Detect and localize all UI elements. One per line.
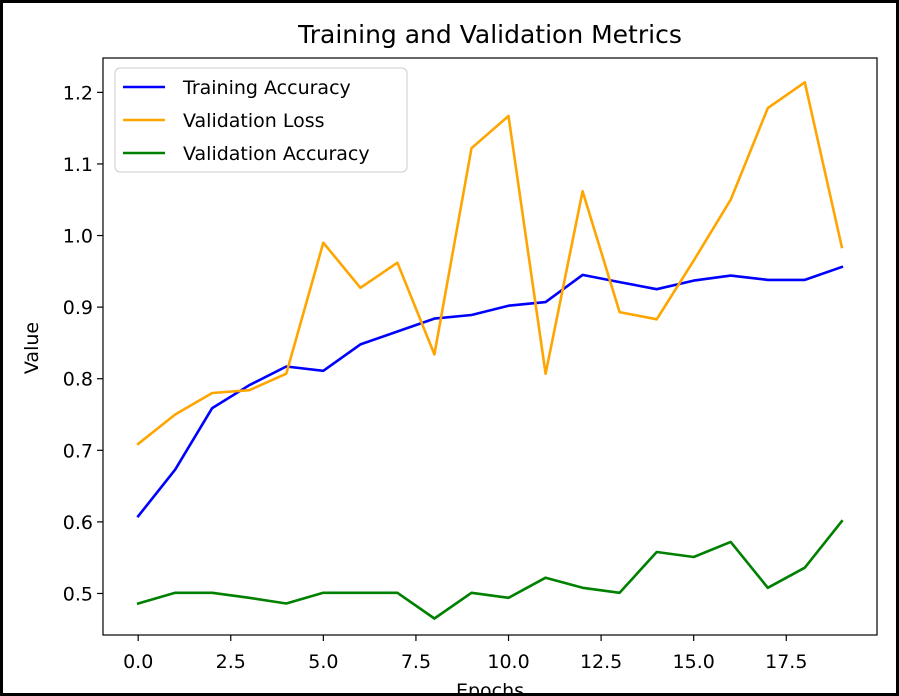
legend-label-validation-accuracy: Validation Accuracy bbox=[183, 143, 370, 165]
y-tick-label: 0.7 bbox=[63, 440, 93, 462]
x-tick-label: 2.5 bbox=[216, 651, 246, 673]
x-tick-label: 12.5 bbox=[580, 651, 622, 673]
legend: Training Accuracy Validation Loss Validati… bbox=[114, 67, 408, 173]
x-tick-label: 17.5 bbox=[765, 651, 807, 673]
x-tick-label: 7.5 bbox=[401, 651, 431, 673]
plot-area-border bbox=[102, 57, 878, 636]
legend-box bbox=[114, 67, 408, 173]
legend-entries: Training Accuracy Validation Loss Validati… bbox=[123, 77, 370, 165]
series-line-training-accuracy bbox=[136, 265, 844, 519]
y-tick-label: 1.1 bbox=[63, 154, 93, 176]
x-axis-label: Epochs bbox=[456, 680, 524, 696]
legend-label-validation-loss: Validation Loss bbox=[183, 110, 325, 132]
legend-label-training-accuracy: Training Accuracy bbox=[182, 77, 351, 99]
chart-title: Training and Validation Metrics bbox=[297, 20, 682, 49]
y-tick-label: 1.0 bbox=[63, 226, 93, 248]
y-tick-label: 0.8 bbox=[63, 369, 93, 391]
y-axis-label: Value bbox=[21, 322, 43, 374]
series-line-validation-accuracy bbox=[136, 519, 844, 620]
y-tick-label: 0.6 bbox=[63, 512, 93, 534]
x-tick-label: 0.0 bbox=[123, 651, 153, 673]
y-axis: 0.5 0.6 0.7 0.8 0.9 1.0 1.1 1.2 bbox=[63, 82, 103, 605]
y-tick-label: 0.5 bbox=[63, 583, 93, 605]
series-lines bbox=[136, 81, 844, 620]
y-tick-label: 0.9 bbox=[63, 297, 93, 319]
x-axis: 0.0 2.5 5.0 7.5 10.0 12.5 15.0 17.5 bbox=[123, 635, 807, 673]
x-tick-label: 5.0 bbox=[308, 651, 338, 673]
y-tick-label: 1.2 bbox=[63, 82, 93, 104]
x-tick-label: 10.0 bbox=[487, 651, 529, 673]
x-tick-label: 15.0 bbox=[673, 651, 715, 673]
series-line-validation-loss bbox=[136, 81, 844, 446]
